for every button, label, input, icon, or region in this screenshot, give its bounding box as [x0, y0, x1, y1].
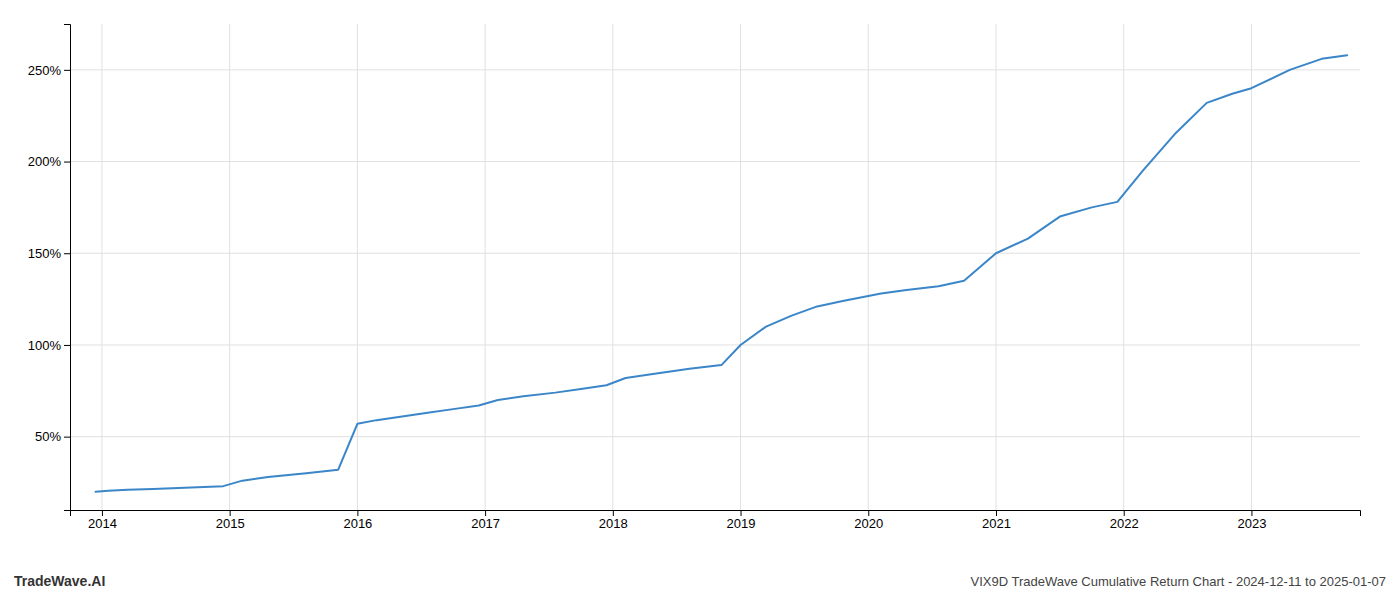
x-tick: 2018 [599, 510, 628, 531]
y-tick-label: 50% [35, 429, 61, 444]
x-tick: 2020 [854, 510, 883, 531]
x-tick: 2014 [88, 510, 117, 531]
x-tick-mark [613, 510, 614, 516]
y-tick-label: 250% [28, 63, 62, 78]
y-axis-line [64, 25, 71, 511]
y-tick: 100% [28, 338, 70, 353]
watermark: TradeWave.AI [14, 573, 105, 589]
x-tick-mark [102, 510, 103, 516]
x-tick: 2016 [343, 510, 372, 531]
y-grid-line [70, 69, 1360, 70]
x-tick-label: 2015 [216, 516, 245, 531]
y-grid-line [70, 344, 1360, 345]
y-axis: 50% 100% 150% 200% 250% [28, 25, 71, 511]
x-tick-mark [485, 510, 486, 516]
x-tick-label: 2020 [854, 516, 883, 531]
x-tick-mark [230, 510, 231, 516]
x-axis-line [71, 511, 1361, 517]
x-tick: 2021 [982, 510, 1011, 531]
y-tick: 50% [35, 429, 70, 444]
x-tick-mark [868, 510, 869, 516]
y-tick-label: 200% [28, 154, 62, 169]
grid [70, 24, 1360, 510]
plot-area [96, 55, 1348, 491]
y-tick: 150% [28, 246, 70, 261]
y-tick: 250% [28, 63, 70, 78]
x-tick-label: 2023 [1237, 516, 1266, 531]
x-tick: 2015 [216, 510, 245, 531]
x-axis: 2014 2015 2016 2017 2018 2019 2020 2021 2022 2023 [71, 510, 1361, 531]
x-tick: 2019 [727, 510, 756, 531]
y-tick-mark [64, 162, 70, 163]
y-grid-line [70, 161, 1360, 162]
y-tick-mark [64, 437, 70, 438]
x-tick-mark [357, 510, 358, 516]
x-tick-mark [1251, 510, 1252, 516]
y-grid-line [70, 436, 1360, 437]
y-tick-mark [64, 253, 70, 254]
x-tick-label: 2016 [343, 516, 372, 531]
title: VIX9D TradeWave Cumulative Return Chart … [971, 574, 1387, 589]
x-tick-label: 2018 [599, 516, 628, 531]
x-tick-label: 2019 [727, 516, 756, 531]
y-tick-label: 100% [28, 338, 62, 353]
line [96, 55, 1348, 491]
x-tick-mark [996, 510, 997, 516]
y-tick-mark [64, 70, 70, 71]
x-tick-label: 2014 [88, 516, 117, 531]
y-tick-mark [64, 345, 70, 346]
x-tick: 2023 [1237, 510, 1266, 531]
y-tick-label: 150% [28, 246, 62, 261]
x-tick: 2022 [1110, 510, 1139, 531]
x-tick: 2017 [471, 510, 500, 531]
x-tick-label: 2022 [1110, 516, 1139, 531]
y-tick: 200% [28, 154, 70, 169]
y-grid-line [70, 253, 1360, 254]
x-tick-mark [741, 510, 742, 516]
chart: 2014 2015 2016 2017 2018 2019 2020 2021 2022 2023… [0, 0, 1400, 600]
x-tick-mark [1124, 510, 1125, 516]
x-tick-label: 2017 [471, 516, 500, 531]
x-tick-label: 2021 [982, 516, 1011, 531]
